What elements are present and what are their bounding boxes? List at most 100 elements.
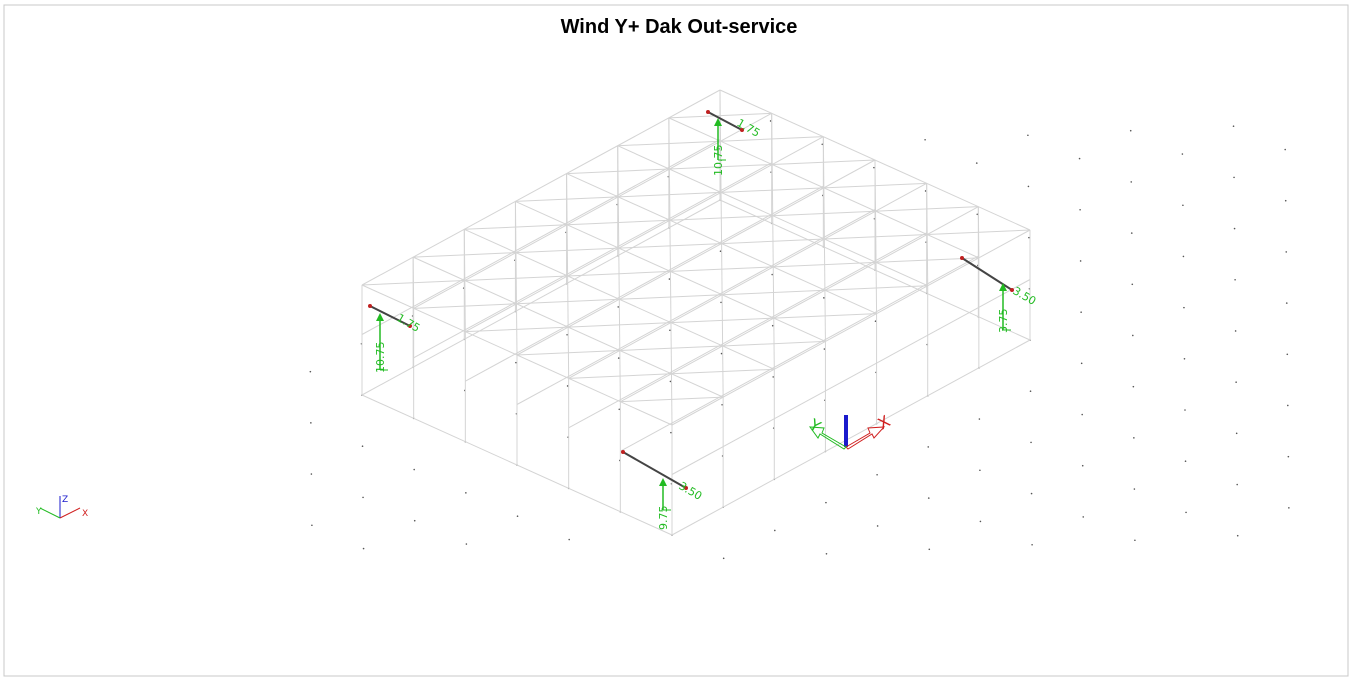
frame (4, 5, 1348, 676)
grid-dot (1134, 488, 1136, 490)
grid-dot (310, 422, 312, 424)
grid-dot (1028, 186, 1030, 188)
member (669, 169, 670, 220)
grid-dot (1030, 390, 1032, 392)
load-height: 10.75 (374, 342, 387, 374)
grid-dot (1080, 311, 1082, 313)
grid-dot (1131, 232, 1133, 234)
grid-dot (1286, 302, 1288, 304)
grid-dot (1236, 433, 1238, 435)
grid-dot (1285, 200, 1287, 202)
member (723, 346, 724, 397)
viewport: Wind Y+ Dak Out-service 1.7510.753.503.7… (0, 0, 1353, 681)
grid-dot (1130, 130, 1132, 132)
load-height: 3.75 (997, 309, 1010, 334)
load-height: 9.75 (657, 506, 670, 531)
member (568, 276, 569, 327)
member (516, 253, 517, 304)
grid-dot (362, 445, 364, 447)
grid-dot (924, 139, 926, 141)
load-end (706, 110, 710, 114)
grid-dot (1185, 512, 1187, 514)
grid-dot (723, 558, 725, 560)
grid-dot (1082, 516, 1084, 518)
grid-dot (1183, 307, 1185, 309)
grid-dot (617, 306, 619, 308)
member (876, 211, 877, 262)
grid-dot (877, 525, 879, 527)
grid-dot (1237, 535, 1239, 537)
grid-dot (976, 162, 978, 164)
grid-dot (979, 418, 981, 420)
grid-dot (669, 329, 671, 331)
member (772, 165, 773, 216)
grid-dot (1185, 460, 1187, 462)
grid-dot (1082, 465, 1084, 467)
grid-dot (618, 357, 620, 359)
load-end (621, 450, 625, 454)
member (620, 350, 621, 401)
grid-dot (721, 353, 723, 355)
member (825, 290, 826, 341)
grid-dot (772, 325, 774, 327)
grid-dot (670, 381, 672, 383)
member (670, 271, 671, 322)
grid-dot (1285, 251, 1287, 253)
triad-z: Z (62, 495, 68, 505)
view-title: Wind Y+ Dak Out-service (561, 16, 798, 38)
triad-x: X (82, 509, 88, 519)
grid-dot (310, 371, 312, 373)
grid-dot (1031, 544, 1033, 546)
grid-dot (1134, 539, 1136, 541)
grid-dot (1233, 177, 1235, 179)
member (722, 244, 723, 295)
grid-dot (1288, 456, 1290, 458)
member (618, 197, 619, 248)
grid-dot (1286, 353, 1288, 355)
grid-dot (1030, 442, 1032, 444)
grid-dot (774, 530, 776, 532)
member (465, 280, 466, 331)
load-height: 10.75 (712, 145, 725, 177)
member (824, 188, 825, 239)
grid-dot (1079, 158, 1081, 160)
grid-dot (1182, 153, 1184, 155)
grid-dot (311, 473, 313, 475)
grid-dot (1080, 260, 1082, 262)
grid-dot (1235, 381, 1237, 383)
grid-dot (363, 548, 365, 550)
grid-dot (823, 297, 825, 299)
grid-dot (979, 469, 981, 471)
grid-dot (568, 539, 570, 541)
load-end (960, 256, 964, 260)
grid-dot (1131, 283, 1133, 285)
grid-dot (1284, 149, 1286, 151)
grid-dot (311, 524, 313, 526)
grid-dot (1130, 181, 1132, 183)
grid-dot (1234, 228, 1236, 230)
member (567, 225, 568, 276)
member (773, 267, 774, 318)
grid-dot (720, 250, 722, 252)
grid-dot (927, 446, 929, 448)
grid-dot (1183, 256, 1185, 258)
grid-dot (414, 520, 416, 522)
grid-dot (1234, 279, 1236, 281)
grid-dot (1132, 335, 1134, 337)
member (619, 248, 620, 299)
member (619, 299, 620, 350)
grid-dot (1079, 209, 1081, 211)
grid-dot (517, 515, 519, 517)
grid-dot (1184, 358, 1186, 360)
grid-dot (566, 334, 568, 336)
member (516, 304, 517, 355)
grid-dot (466, 543, 468, 545)
grid-dot (1287, 405, 1289, 407)
grid-dot (465, 492, 467, 494)
member (671, 323, 672, 374)
triad-y: Y (35, 507, 42, 517)
grid-dot (1081, 414, 1083, 416)
grid-dot (1027, 134, 1029, 136)
grid-dot (1031, 493, 1033, 495)
grid-dot (876, 474, 878, 476)
